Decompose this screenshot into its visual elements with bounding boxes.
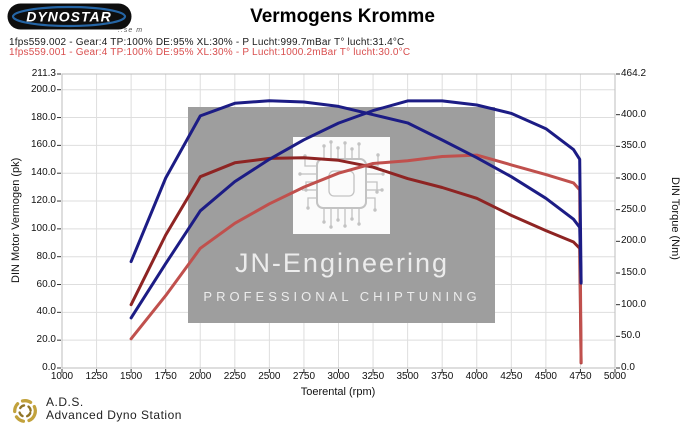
- tick-label: 200.0: [621, 235, 647, 247]
- tick-label: 250.0: [621, 203, 647, 215]
- left-axis-title: DIN Motor Vermogen (pk): [10, 157, 22, 283]
- right-axis-title: DIN Torque (Nm): [669, 177, 681, 260]
- ads-abbr: A.D.S.: [46, 395, 84, 409]
- logo-swoosh: [11, 5, 127, 28]
- watermark-subtitle: PROFESSIONAL CHIPTUNING: [203, 289, 480, 304]
- ads-name: Advanced Dyno Station: [46, 408, 182, 422]
- ads-footer: A.D.S. Advanced Dyno Station: [10, 396, 182, 426]
- dynostar-logo: DYNOSTAR: [7, 3, 132, 36]
- tick-label: 464.2: [621, 68, 647, 79]
- tick-label: 211.3: [31, 68, 56, 79]
- logo-background: [7, 3, 132, 30]
- tick-label: 150.0: [621, 266, 647, 278]
- tick-label: 400.0: [621, 108, 647, 120]
- watermark-title: JN-Engineering: [235, 248, 449, 278]
- legend-run-1: 1fps559.002 - Gear:4 TP:100% DE:95% XL:3…: [9, 37, 405, 48]
- tick-label: 100.0: [621, 298, 647, 310]
- tick-label: 40.0: [36, 306, 56, 318]
- chart-plot-area: JN-Engineering PROFESSIONAL CHIPTUNING: [57, 73, 620, 373]
- ads-logo-icon: [13, 399, 37, 423]
- curve-power-run-001: [129, 153, 583, 364]
- curves: [129, 99, 583, 365]
- tick-label: 20.0: [36, 334, 56, 346]
- x-axis-title: Toerental (rpm): [300, 386, 376, 398]
- logo-text: DYNOSTAR: [26, 9, 112, 25]
- tick-label: 200.0: [30, 83, 56, 95]
- curve-torque-run-002: [129, 99, 583, 285]
- tick-label: 300.0: [621, 171, 647, 183]
- curve-power-run-002: [129, 99, 583, 320]
- curve-torque-run-001: [129, 156, 583, 365]
- tick-label: 350.0: [621, 140, 647, 152]
- logo-subtext: ..se m: [118, 27, 144, 34]
- tick-label: 180.0: [30, 111, 56, 123]
- tick-label: 50.0: [621, 330, 641, 342]
- page-title: Vermogens Kromme: [250, 6, 435, 27]
- tick-label: 160.0: [30, 139, 56, 151]
- plot-svg: JN-Engineering PROFESSIONAL CHIPTUNING: [57, 73, 620, 373]
- legend-run-2: 1fps559.001 - Gear:4 TP:100% DE:95% XL:3…: [9, 47, 411, 58]
- watermark: JN-Engineering PROFESSIONAL CHIPTUNING: [188, 107, 495, 323]
- plot-frame: [61, 73, 616, 369]
- tick-marks: [57, 73, 620, 373]
- tick-label: 0.0: [42, 362, 56, 373]
- tick-label: 0.0: [621, 362, 635, 373]
